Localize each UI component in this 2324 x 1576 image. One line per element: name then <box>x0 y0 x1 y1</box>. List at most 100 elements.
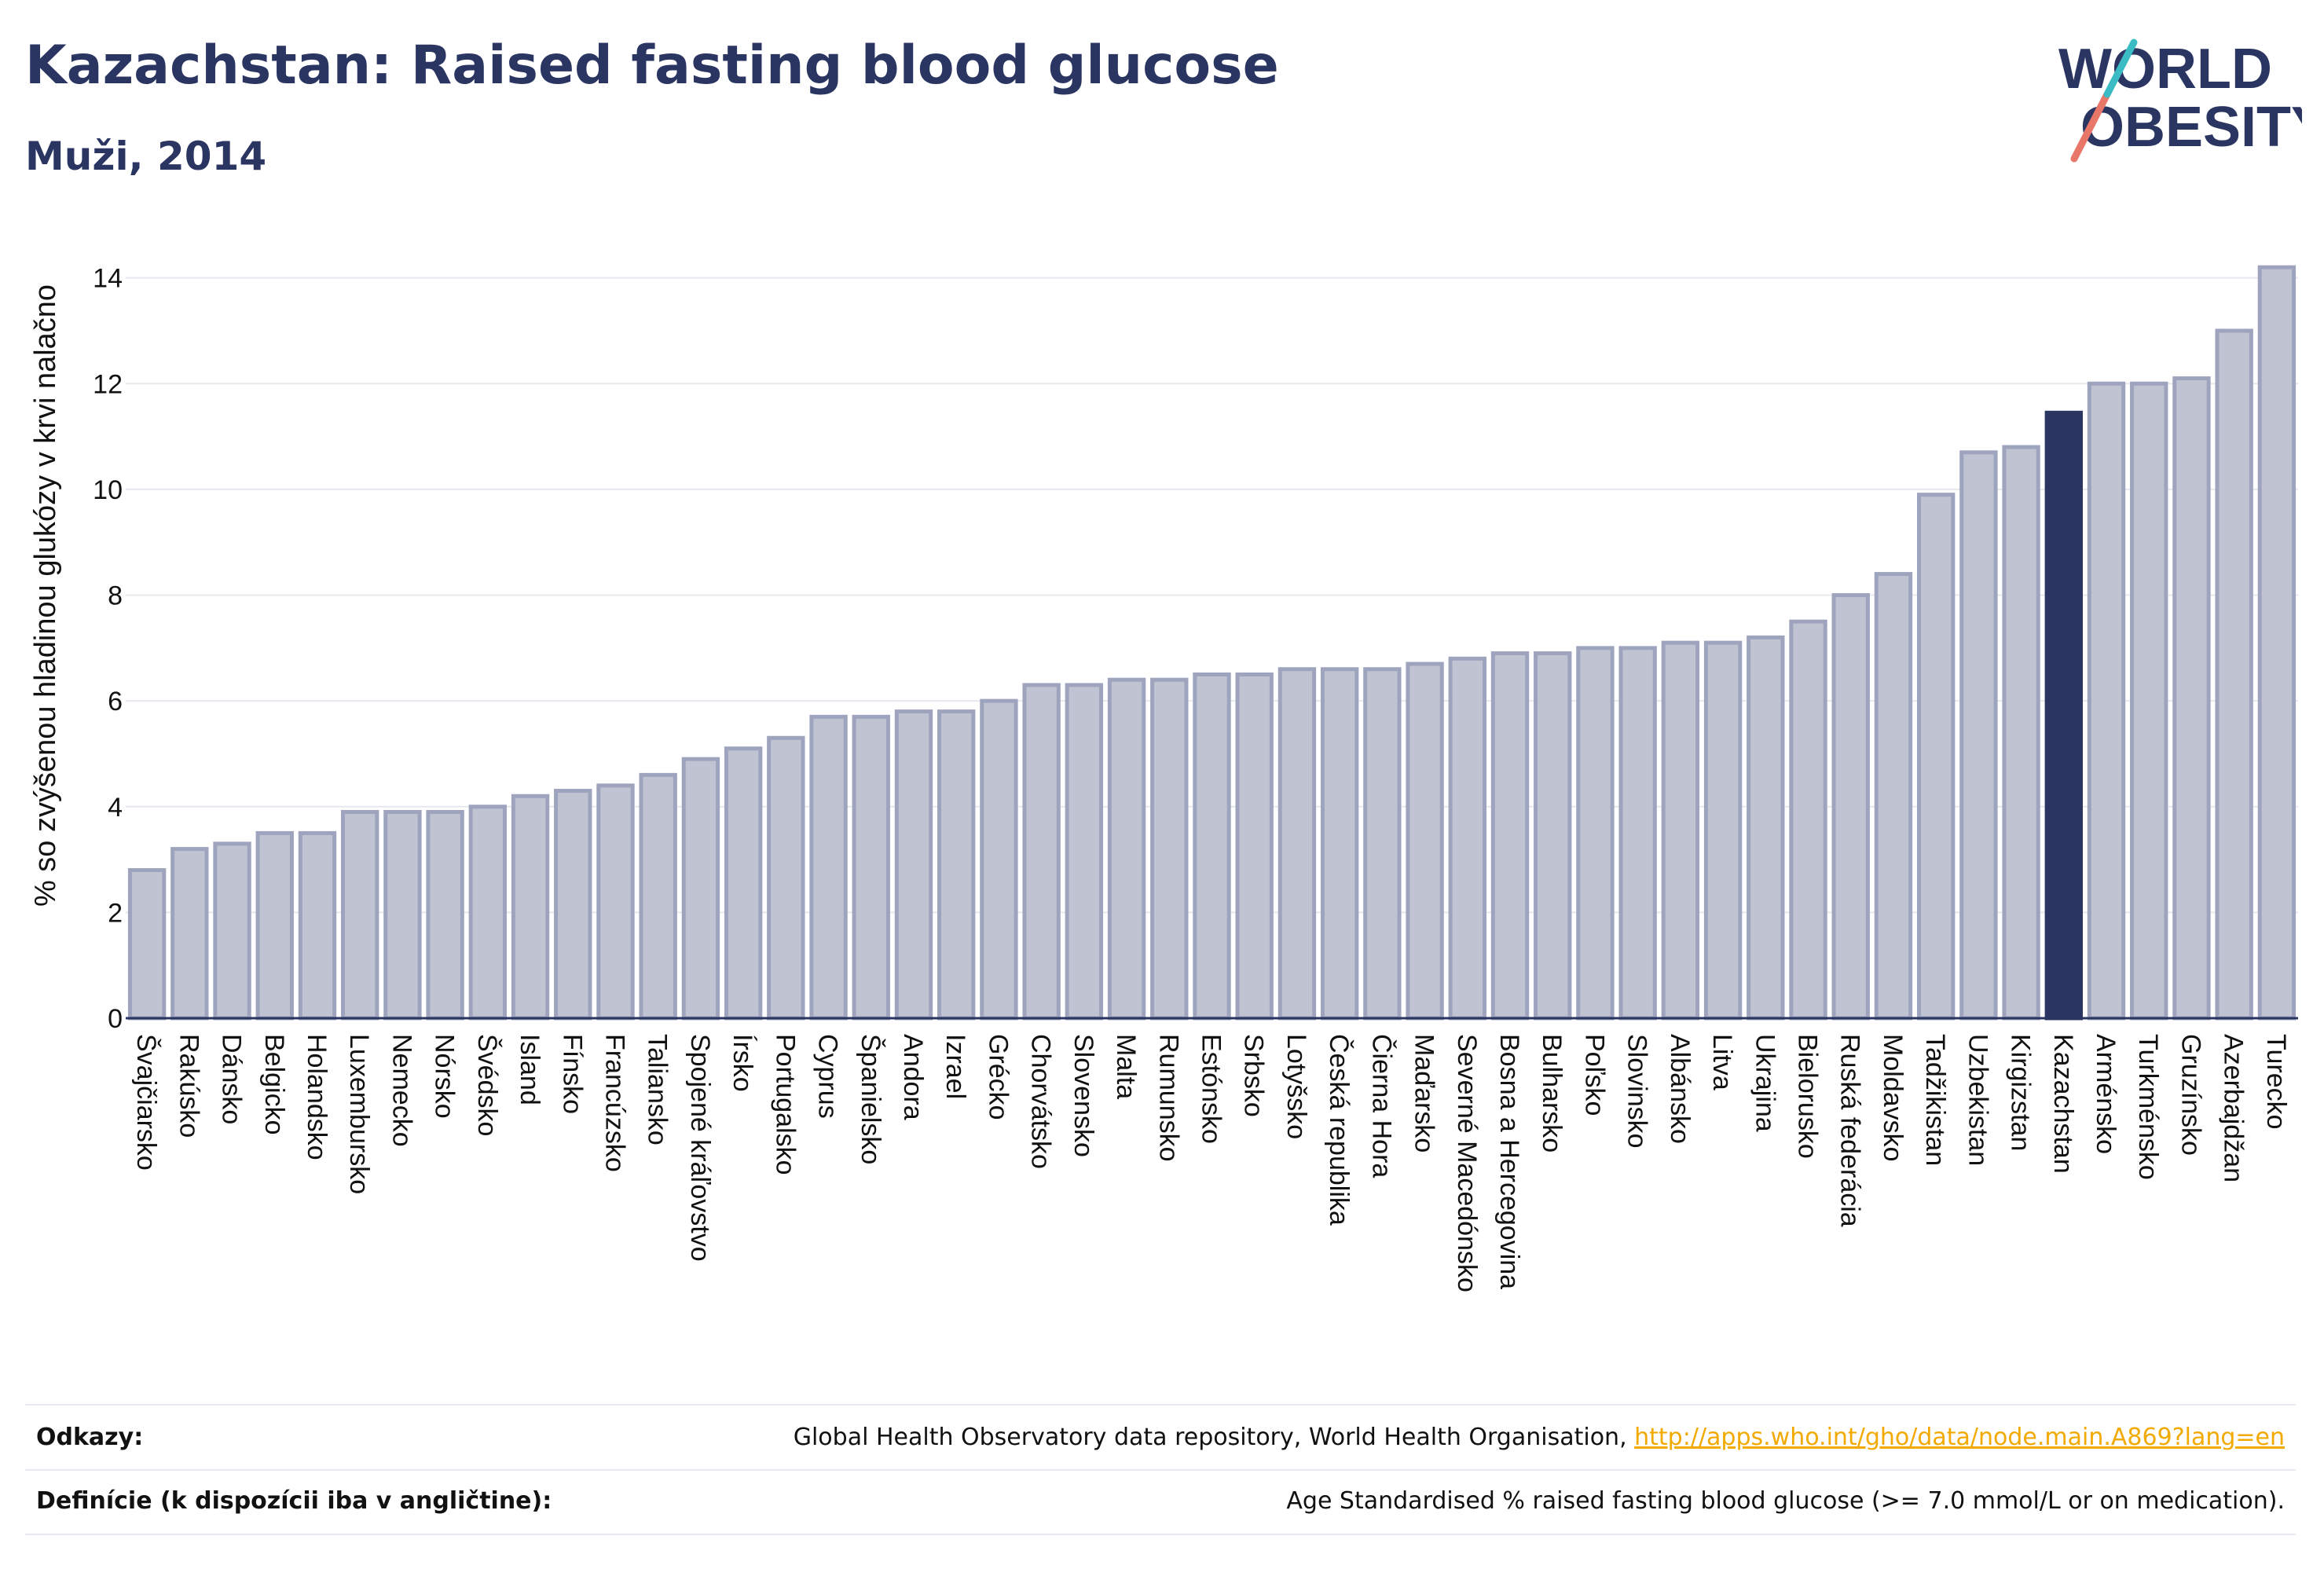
bar-17 <box>852 714 890 1021</box>
x-tick-label: Bulharsko <box>1537 1034 1567 1153</box>
footer-references: Odkazy: Global Health Observatory data r… <box>25 1424 2296 1458</box>
x-tick-label: Azerbajdžan <box>2219 1034 2249 1182</box>
x-tick-label: Belgicko <box>259 1034 289 1135</box>
bar-47 <box>2130 381 2168 1021</box>
bar-41 <box>1874 572 1913 1021</box>
x-tick-label: Malta <box>1111 1034 1141 1099</box>
references-text: Global Health Observatory data repositor… <box>793 1424 1635 1451</box>
bar-12 <box>639 772 677 1021</box>
bar-46 <box>2087 381 2126 1021</box>
bar-48 <box>2172 376 2211 1021</box>
bar-0 <box>127 868 167 1021</box>
x-tick-label: Chorvátsko <box>1026 1034 1056 1169</box>
x-tick-label: Švédsko <box>472 1034 502 1136</box>
x-tick-label: Kirgizstan <box>2006 1034 2036 1151</box>
x-tick-label: Lotyšsko <box>1281 1034 1311 1139</box>
x-tick-label: Grécko <box>983 1034 1013 1120</box>
chart-title: Kazachstan: Raised fasting blood glucose <box>25 35 1279 97</box>
x-tick-label: Severné Macedónsko <box>1452 1034 1482 1292</box>
bar-40 <box>1831 593 1870 1021</box>
x-tick-label: Cyprus <box>813 1034 843 1119</box>
bar-33 <box>1534 651 1572 1021</box>
bar-32 <box>1490 651 1530 1021</box>
bar-43 <box>1959 450 1998 1021</box>
chart-subtitle: Muži, 2014 <box>25 134 267 179</box>
y-tick-label: 8 <box>108 581 123 611</box>
bar-39 <box>1789 619 1827 1021</box>
bar-3 <box>255 830 294 1021</box>
x-tick-label: Kazachstan <box>2048 1034 2078 1174</box>
y-tick-label: 4 <box>108 793 123 823</box>
bar-11 <box>596 783 635 1021</box>
bar-36 <box>1661 640 1700 1021</box>
bar-18 <box>894 709 933 1021</box>
bar-2 <box>213 841 251 1021</box>
x-tick-label: Gruzínsko <box>2176 1034 2205 1156</box>
references-link[interactable]: http://apps.who.int/gho/data/node.main.A… <box>1634 1424 2285 1451</box>
x-tick-label: Dánsko <box>217 1034 247 1124</box>
x-tick-label: Česká republika <box>1324 1034 1354 1226</box>
bar-chart: 0 2 4 6 8 10 12 14 Švajčiarsko Rakúsko Dánsko Belgi… <box>29 264 2298 1292</box>
bar-5 <box>341 809 379 1021</box>
footer-divider-mid <box>25 1469 2296 1471</box>
bar-30 <box>1406 662 1444 1021</box>
x-tick-label: Francúzsko <box>599 1034 629 1172</box>
bar-19 <box>937 709 976 1021</box>
definitions-label: Definície (k dispozícii iba v angličtine… <box>36 1487 552 1515</box>
bar-13 <box>681 757 720 1021</box>
y-tick-label: 12 <box>93 369 123 399</box>
bar-45 <box>2044 410 2083 1021</box>
x-tick-label: Bielorusko <box>1793 1034 1823 1159</box>
x-tick-label: Taliansko <box>643 1034 673 1145</box>
bar-23 <box>1107 677 1146 1021</box>
x-tick-label: Španielsko <box>856 1034 885 1164</box>
bar-22 <box>1065 683 1104 1021</box>
bar-37 <box>1703 640 1743 1021</box>
x-tick-label: Čierna Hora <box>1366 1034 1396 1178</box>
footer-divider-top <box>25 1404 2296 1406</box>
logo-line1: WORLD <box>2058 38 2272 101</box>
bar-4 <box>298 830 337 1021</box>
bar-15 <box>767 735 805 1021</box>
bar-24 <box>1150 677 1189 1021</box>
x-tick-label: Fínsko <box>557 1034 587 1114</box>
bar-42 <box>1916 493 1956 1021</box>
x-tick-label: Ukrajina <box>1750 1034 1780 1132</box>
y-axis-title: % so zvýšenou hladinou glukózy v krvi na… <box>29 284 62 907</box>
x-tick-label: Spojené kráľovstvo <box>685 1034 715 1262</box>
x-tick-label: Nórsko <box>430 1034 460 1119</box>
bar-7 <box>426 809 464 1021</box>
x-tick-label: Andora <box>898 1034 928 1120</box>
bar-16 <box>809 714 848 1021</box>
bar-38 <box>1747 635 1785 1021</box>
x-tick-label: Island <box>515 1034 544 1105</box>
bar-28 <box>1320 667 1359 1021</box>
bar-10 <box>554 789 592 1021</box>
x-tick-label: Tadžikistan <box>1920 1034 1950 1166</box>
y-tick-label: 10 <box>93 475 123 505</box>
x-tick-label: Holandsko <box>302 1034 332 1160</box>
bar-31 <box>1448 656 1486 1021</box>
y-tick-label: 0 <box>108 1004 123 1034</box>
y-tick-label: 6 <box>108 687 123 717</box>
label-layer: 0 2 4 6 8 10 12 14 Švajčiarsko Rakúsko Dánsko Belgi… <box>93 264 2291 1292</box>
bar-25 <box>1193 672 1231 1021</box>
bar-29 <box>1363 667 1402 1021</box>
references-label: Odkazy: <box>36 1424 144 1451</box>
bar-49 <box>2215 328 2253 1021</box>
x-tick-label: Litva <box>1707 1034 1737 1090</box>
bar-20 <box>980 698 1018 1021</box>
definitions-text: Age Standardised % raised fasting blood … <box>1286 1487 2285 1515</box>
world-obesity-logo: WORLD OBESITY <box>2058 38 2302 163</box>
bar-50 <box>2257 265 2297 1021</box>
bar-44 <box>2002 445 2040 1021</box>
x-tick-label: Rumunsko <box>1153 1034 1183 1162</box>
bar-9 <box>511 793 550 1021</box>
x-tick-label: Írsko <box>728 1034 757 1092</box>
bar-8 <box>468 804 508 1021</box>
bar-6 <box>383 809 422 1021</box>
bar-21 <box>1022 683 1061 1021</box>
x-tick-label: Poľsko <box>1579 1034 1609 1116</box>
x-tick-label: Srbsko <box>1239 1034 1269 1117</box>
x-tick-label: Rakúsko <box>174 1034 203 1138</box>
